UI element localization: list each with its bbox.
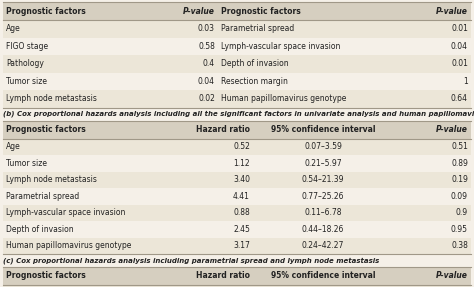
- Text: 2.45: 2.45: [233, 225, 250, 234]
- Bar: [3, 121, 471, 139]
- Text: Human papillomavirus genotype: Human papillomavirus genotype: [221, 94, 346, 103]
- Bar: [3, 139, 471, 155]
- Text: Prognostic factors: Prognostic factors: [6, 125, 86, 134]
- Text: 0.04: 0.04: [451, 42, 468, 51]
- Bar: [3, 55, 471, 73]
- Text: Age: Age: [6, 24, 21, 33]
- Text: Parametrial spread: Parametrial spread: [221, 24, 294, 33]
- Text: (b) Cox proportional hazards analysis including all the significant factors in u: (b) Cox proportional hazards analysis in…: [3, 110, 474, 117]
- Bar: [3, 38, 471, 55]
- Text: 0.77–25.26: 0.77–25.26: [302, 192, 344, 201]
- Bar: [3, 188, 471, 205]
- Text: 0.58: 0.58: [198, 42, 215, 51]
- Bar: [3, 2, 471, 20]
- Text: Lymph-vascular space invasion: Lymph-vascular space invasion: [6, 208, 126, 217]
- Text: Tumor size: Tumor size: [6, 159, 47, 168]
- Text: P-value: P-value: [436, 125, 468, 134]
- Text: 1.12: 1.12: [233, 159, 250, 168]
- Text: P-value: P-value: [436, 7, 468, 15]
- Bar: [3, 73, 471, 90]
- Text: P-value: P-value: [183, 7, 215, 15]
- Text: 0.01: 0.01: [451, 24, 468, 33]
- Text: Depth of invasion: Depth of invasion: [6, 225, 73, 234]
- Text: Depth of invasion: Depth of invasion: [221, 59, 289, 68]
- Text: Prognostic factors: Prognostic factors: [221, 7, 301, 15]
- Text: Parametrial spread: Parametrial spread: [6, 192, 79, 201]
- Bar: [3, 221, 471, 238]
- Text: (c) Cox proportional hazards analysis including parametrial spread and lymph nod: (c) Cox proportional hazards analysis in…: [3, 257, 379, 263]
- Text: P-value: P-value: [436, 272, 468, 280]
- Text: Lymph-vascular space invasion: Lymph-vascular space invasion: [221, 42, 340, 51]
- Text: 0.95: 0.95: [451, 225, 468, 234]
- Bar: [3, 285, 471, 287]
- Text: 0.64: 0.64: [451, 94, 468, 103]
- Text: Prognostic factors: Prognostic factors: [6, 272, 86, 280]
- Text: 0.44–18.26: 0.44–18.26: [302, 225, 344, 234]
- Bar: [3, 238, 471, 254]
- Text: Prognostic factors: Prognostic factors: [6, 7, 86, 15]
- Text: 0.09: 0.09: [451, 192, 468, 201]
- Text: 95% confidence interval: 95% confidence interval: [271, 125, 375, 134]
- Text: 3.17: 3.17: [233, 241, 250, 250]
- Bar: [3, 172, 471, 188]
- Text: Pathology: Pathology: [6, 59, 44, 68]
- Text: 0.01: 0.01: [451, 59, 468, 68]
- Text: Tumor size: Tumor size: [6, 77, 47, 86]
- Text: 3.40: 3.40: [233, 175, 250, 184]
- Text: 0.03: 0.03: [198, 24, 215, 33]
- Text: 4.41: 4.41: [233, 192, 250, 201]
- Text: Resection margin: Resection margin: [221, 77, 288, 86]
- Text: 0.11–6.78: 0.11–6.78: [304, 208, 342, 217]
- Text: 0.54–21.39: 0.54–21.39: [302, 175, 344, 184]
- Text: 0.02: 0.02: [198, 94, 215, 103]
- Text: 0.07–3.59: 0.07–3.59: [304, 142, 342, 151]
- Bar: [3, 90, 471, 108]
- Text: FIGO stage: FIGO stage: [6, 42, 48, 51]
- Text: 0.38: 0.38: [451, 241, 468, 250]
- Text: 0.04: 0.04: [198, 77, 215, 86]
- Text: 0.9: 0.9: [456, 208, 468, 217]
- Bar: [3, 155, 471, 172]
- Text: 0.89: 0.89: [451, 159, 468, 168]
- Text: 0.24–42.27: 0.24–42.27: [302, 241, 344, 250]
- Text: 95% confidence interval: 95% confidence interval: [271, 272, 375, 280]
- Text: 0.51: 0.51: [451, 142, 468, 151]
- Text: 1: 1: [463, 77, 468, 86]
- Text: 0.19: 0.19: [451, 175, 468, 184]
- Text: 0.52: 0.52: [233, 142, 250, 151]
- Bar: [3, 205, 471, 221]
- Text: Age: Age: [6, 142, 21, 151]
- Text: Hazard ratio: Hazard ratio: [196, 272, 250, 280]
- Text: Lymph node metastasis: Lymph node metastasis: [6, 175, 97, 184]
- Text: Human papillomavirus genotype: Human papillomavirus genotype: [6, 241, 131, 250]
- Bar: [3, 20, 471, 38]
- Text: Hazard ratio: Hazard ratio: [196, 125, 250, 134]
- Text: 0.88: 0.88: [233, 208, 250, 217]
- Text: 0.4: 0.4: [203, 59, 215, 68]
- Text: Lymph node metastasis: Lymph node metastasis: [6, 94, 97, 103]
- Text: 0.21–5.97: 0.21–5.97: [304, 159, 342, 168]
- Bar: [3, 267, 471, 285]
